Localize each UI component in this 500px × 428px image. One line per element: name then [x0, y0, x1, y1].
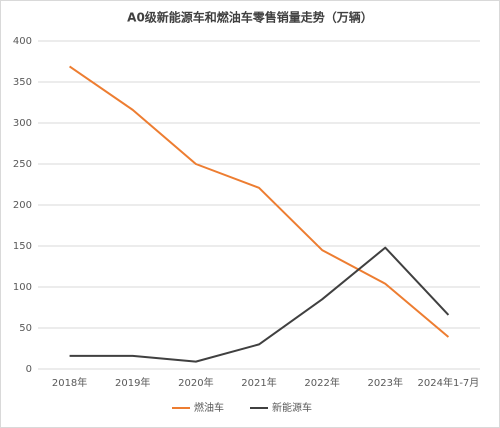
chart-title: A0级新能源车和燃油车零售销量走势（万辆）: [127, 10, 373, 25]
y-tick-label: 0: [26, 364, 32, 375]
x-tick-label: 2024年1-7月: [418, 376, 480, 389]
legend-label: 新能源车: [272, 401, 312, 414]
y-tick-label: 250: [13, 159, 32, 170]
y-tick-label: 100: [13, 282, 32, 293]
x-tick-label: 2018年: [52, 376, 87, 389]
y-tick-label: 150: [13, 241, 32, 252]
x-tick-label: 2019年: [115, 376, 150, 389]
y-tick-label: 350: [13, 77, 32, 88]
legend-label: 燃油车: [194, 401, 224, 414]
y-tick-label: 50: [19, 323, 32, 334]
y-tick-label: 400: [13, 36, 32, 47]
line-series: [69, 246, 450, 363]
x-tick-label: 2020年: [178, 376, 213, 389]
x-tick-label: 2022年: [304, 376, 339, 389]
line-series: [69, 65, 450, 338]
x-tick-label: 2021年: [241, 376, 276, 389]
x-tick-label: 2023年: [368, 376, 403, 389]
y-tick-label: 200: [13, 200, 32, 211]
y-tick-label: 300: [13, 118, 32, 129]
